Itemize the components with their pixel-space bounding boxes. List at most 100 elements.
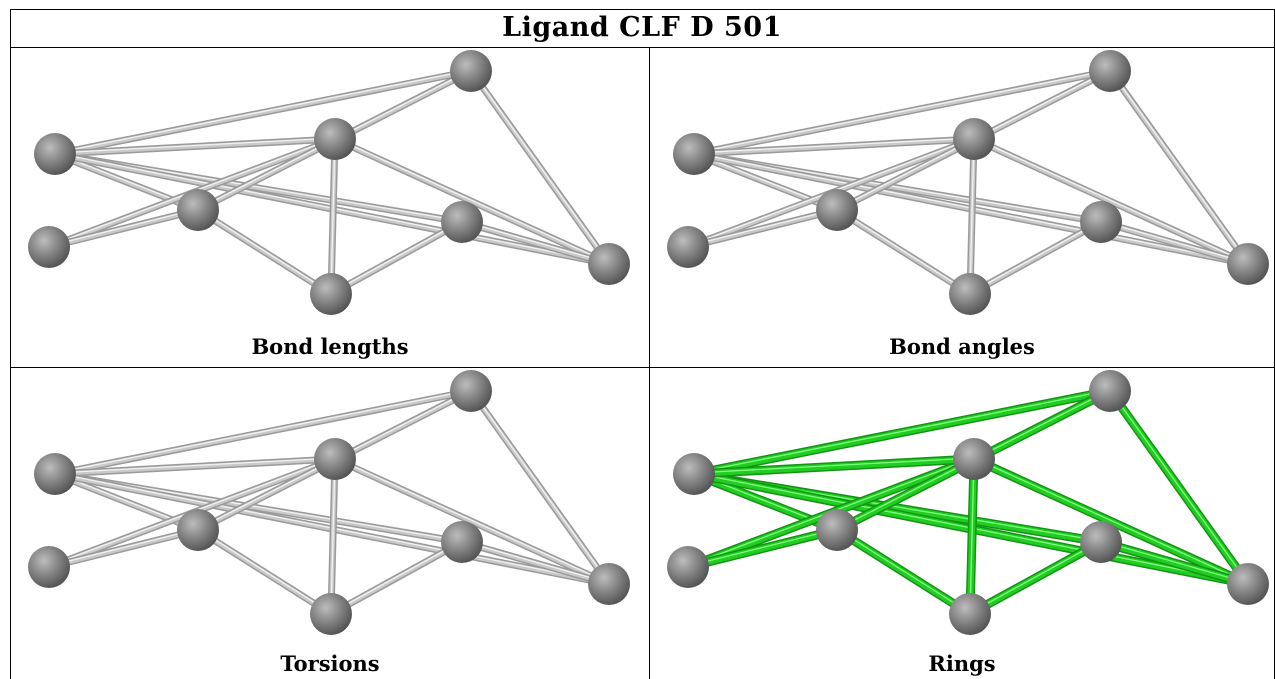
bond-highlight <box>461 220 610 264</box>
bond-highlight <box>969 220 1102 294</box>
bond <box>333 457 611 586</box>
bond-highlight <box>836 528 971 614</box>
bond <box>692 137 976 156</box>
atom <box>1080 201 1122 243</box>
atom <box>673 133 715 175</box>
bond-highlight <box>969 457 975 614</box>
atom <box>34 453 76 495</box>
bond <box>460 220 611 266</box>
bond <box>53 69 473 156</box>
bond-highlight <box>54 137 336 154</box>
column-divider <box>649 48 650 679</box>
panel-bond-angles: Bond angles <box>650 48 1274 367</box>
molecule-torsions <box>28 370 630 635</box>
atom <box>441 201 483 243</box>
bond <box>460 540 611 586</box>
atom <box>667 226 709 268</box>
caption-bond-angles: Bond angles <box>889 334 1035 359</box>
bond-highlight <box>1100 540 1249 584</box>
atom <box>28 546 70 588</box>
atom <box>667 546 709 588</box>
bond-highlight <box>330 137 336 294</box>
caption-rings: Rings <box>928 651 996 676</box>
atom <box>949 273 991 315</box>
caption-torsions: Torsions <box>280 651 380 676</box>
bond <box>967 539 1104 617</box>
bond-highlight <box>693 389 1111 474</box>
atom <box>1089 50 1131 92</box>
bond-highlight <box>693 137 975 154</box>
atom <box>314 118 356 160</box>
atom <box>953 118 995 160</box>
atom <box>1080 521 1122 563</box>
frame-left-border <box>10 9 11 679</box>
atom <box>34 133 76 175</box>
bond-highlight <box>687 528 838 567</box>
atom <box>588 243 630 285</box>
caption-bond-lengths: Bond lengths <box>251 334 409 359</box>
bond-highlight <box>973 457 1249 584</box>
figure-title: Ligand CLF D 501 <box>502 12 782 43</box>
bond <box>685 527 840 570</box>
bond-highlight <box>470 69 610 264</box>
bond <box>47 528 200 569</box>
bond <box>329 220 464 296</box>
bond <box>196 528 333 616</box>
bond-highlight <box>54 389 472 474</box>
bond-highlight <box>693 69 1111 154</box>
atom <box>949 593 991 635</box>
atom <box>177 189 219 231</box>
bond <box>53 389 473 476</box>
bond-highlight <box>687 208 838 247</box>
title-divider <box>10 47 1275 48</box>
bond <box>329 540 464 616</box>
bond <box>691 388 1113 477</box>
atom <box>177 509 219 551</box>
bond-highlight <box>48 208 199 247</box>
bond-highlight <box>330 220 463 294</box>
bond-highlight <box>470 389 610 584</box>
panel-rings: Rings <box>650 368 1274 679</box>
atom <box>673 453 715 495</box>
bond <box>333 137 611 266</box>
bond <box>971 456 1251 587</box>
atom <box>588 563 630 605</box>
bond-highlight <box>461 540 610 584</box>
bond-highlight <box>1109 69 1249 264</box>
bond <box>53 137 337 156</box>
panel-bond-lengths: Bond lengths <box>11 48 649 367</box>
bond-highlight <box>693 457 975 474</box>
bond <box>834 527 973 617</box>
bond-highlight <box>836 208 971 294</box>
atom <box>816 189 858 231</box>
atom <box>1227 243 1269 285</box>
bond <box>692 69 1112 156</box>
bond <box>1098 539 1251 587</box>
bond <box>1099 220 1250 266</box>
bond <box>972 137 1250 266</box>
bond-highlight <box>54 457 336 474</box>
bond <box>968 220 1103 296</box>
atom <box>953 438 995 480</box>
bond-highlight <box>197 208 332 294</box>
bond-highlight <box>969 540 1102 614</box>
atom <box>450 370 492 412</box>
bond <box>686 208 839 249</box>
bond <box>53 457 337 476</box>
bond-highlight <box>330 540 463 614</box>
bond <box>196 208 333 296</box>
atom <box>314 438 356 480</box>
bond-highlight <box>969 137 975 294</box>
panel-torsions: Torsions <box>11 368 649 679</box>
atom <box>441 521 483 563</box>
frame-top-border <box>10 9 1275 10</box>
molecule-rings <box>667 370 1269 635</box>
bond-highlight <box>48 528 199 567</box>
atom <box>816 509 858 551</box>
bond-highlight <box>973 137 1249 264</box>
atom <box>310 273 352 315</box>
bond <box>47 208 200 249</box>
atom <box>310 593 352 635</box>
bond-highlight <box>1109 389 1249 584</box>
